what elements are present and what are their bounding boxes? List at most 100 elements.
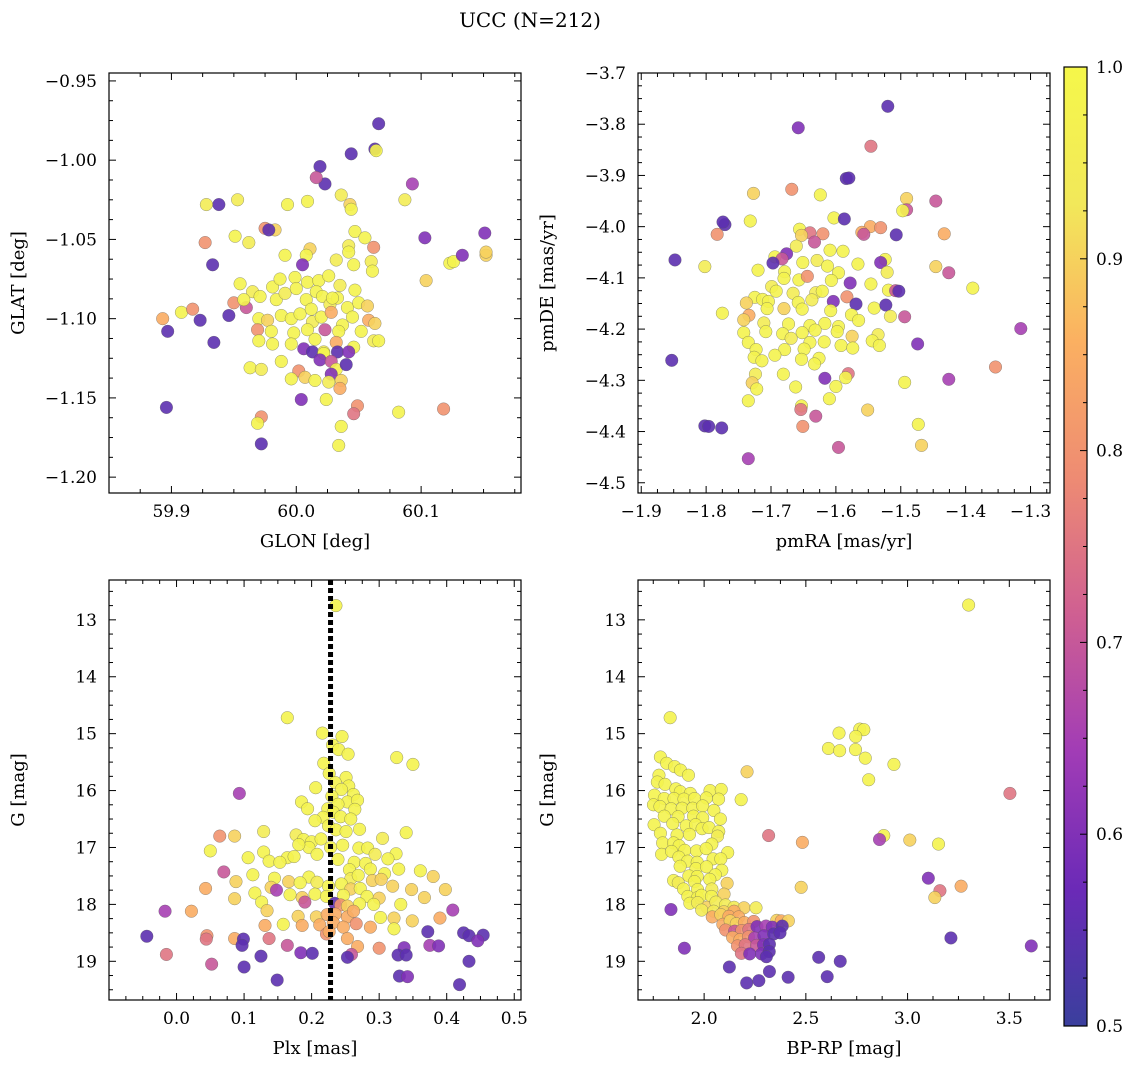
data-point: [222, 308, 236, 323]
data-point: [367, 240, 381, 254]
data-point: [696, 799, 710, 813]
data-point: [292, 838, 306, 852]
data-point: [861, 403, 875, 417]
data-point: [405, 883, 419, 897]
data-point: [241, 851, 255, 865]
x-tick-label: −1.7: [750, 502, 791, 522]
data-point: [207, 335, 221, 349]
data-point: [313, 918, 327, 932]
data-point: [254, 362, 268, 376]
data-point: [776, 367, 790, 381]
figure-title: UCC (N=212): [459, 8, 601, 32]
data-point: [699, 842, 713, 856]
colorbar-tick-label: 0.9: [1096, 250, 1123, 270]
data-point: [313, 353, 327, 367]
data-point: [340, 950, 354, 964]
data-point: [852, 313, 866, 327]
data-point: [372, 941, 386, 955]
data-point: [282, 875, 296, 889]
data-point: [812, 950, 826, 964]
x-axis-label: GLON [deg]: [260, 531, 370, 552]
data-point: [832, 726, 846, 740]
data-point: [315, 726, 329, 740]
data-point: [824, 273, 838, 287]
data-point: [800, 269, 814, 283]
data-point: [743, 947, 757, 961]
data-point: [269, 883, 284, 897]
data-point: [845, 329, 859, 343]
data-point: [937, 227, 951, 241]
data-point: [795, 302, 809, 316]
data-point: [417, 891, 431, 905]
data-point: [257, 824, 271, 839]
data-point: [235, 938, 249, 952]
data-point: [471, 934, 485, 948]
y-axis-label: G [mag]: [537, 753, 558, 826]
data-point: [898, 375, 912, 389]
data-point: [348, 224, 362, 239]
data-point: [294, 946, 308, 960]
data-point: [478, 226, 492, 240]
data-point: [313, 159, 327, 174]
x-tick-label: 3.0: [894, 1009, 921, 1029]
x-tick-label: 0.1: [231, 1009, 258, 1029]
y-tick-label: −4.4: [585, 423, 626, 443]
data-point: [344, 202, 358, 216]
data-point: [752, 974, 766, 988]
data-point: [829, 379, 843, 394]
y-tick-label: 15: [75, 725, 97, 745]
data-point: [712, 792, 726, 806]
data-point: [739, 296, 753, 310]
y-tick-label: 14: [604, 668, 626, 688]
data-point: [750, 382, 764, 396]
data-point: [353, 822, 367, 836]
data-point: [769, 284, 783, 298]
colorbar-tick-label: 0.5: [1096, 1017, 1123, 1037]
data-point: [340, 931, 354, 946]
data-point: [289, 282, 303, 296]
x-axis-label: pmRA [mas/yr]: [776, 531, 913, 552]
y-tick-label: 13: [604, 611, 626, 631]
data-point: [673, 859, 687, 873]
data-point: [308, 373, 322, 388]
data-point: [879, 298, 893, 312]
y-tick-label: 15: [604, 725, 626, 745]
data-point: [677, 941, 691, 955]
data-point: [390, 751, 404, 765]
data-point: [455, 248, 469, 262]
data-point: [349, 917, 363, 931]
colorbar-tick-label: 1.0: [1096, 58, 1123, 78]
axes-frame: [108, 579, 522, 1001]
data-point: [367, 897, 381, 911]
data-point: [270, 973, 284, 987]
data-point: [199, 198, 213, 212]
data-point: [438, 883, 452, 897]
data-point: [700, 860, 714, 874]
data-point: [751, 263, 765, 277]
data-point: [837, 212, 851, 226]
data-point: [749, 901, 763, 915]
y-tick-label: 19: [604, 952, 626, 972]
data-point: [288, 270, 302, 285]
data-point: [722, 960, 736, 974]
data-point: [462, 954, 476, 968]
data-point: [344, 812, 358, 826]
data-point: [354, 324, 368, 338]
data-point: [308, 814, 322, 828]
data-point: [399, 948, 413, 962]
data-point: [846, 341, 860, 355]
data-point: [333, 278, 347, 292]
data-point: [809, 409, 823, 423]
x-tick-label: 0.5: [501, 1009, 528, 1029]
data-point: [333, 381, 347, 395]
data-point: [820, 259, 835, 273]
data-point: [332, 324, 346, 338]
data-point: [795, 835, 809, 849]
data-point: [831, 440, 846, 454]
data-point: [821, 741, 835, 756]
data-point: [260, 904, 274, 918]
data-point: [715, 306, 729, 320]
data-point: [791, 121, 805, 135]
data-point: [813, 188, 827, 202]
